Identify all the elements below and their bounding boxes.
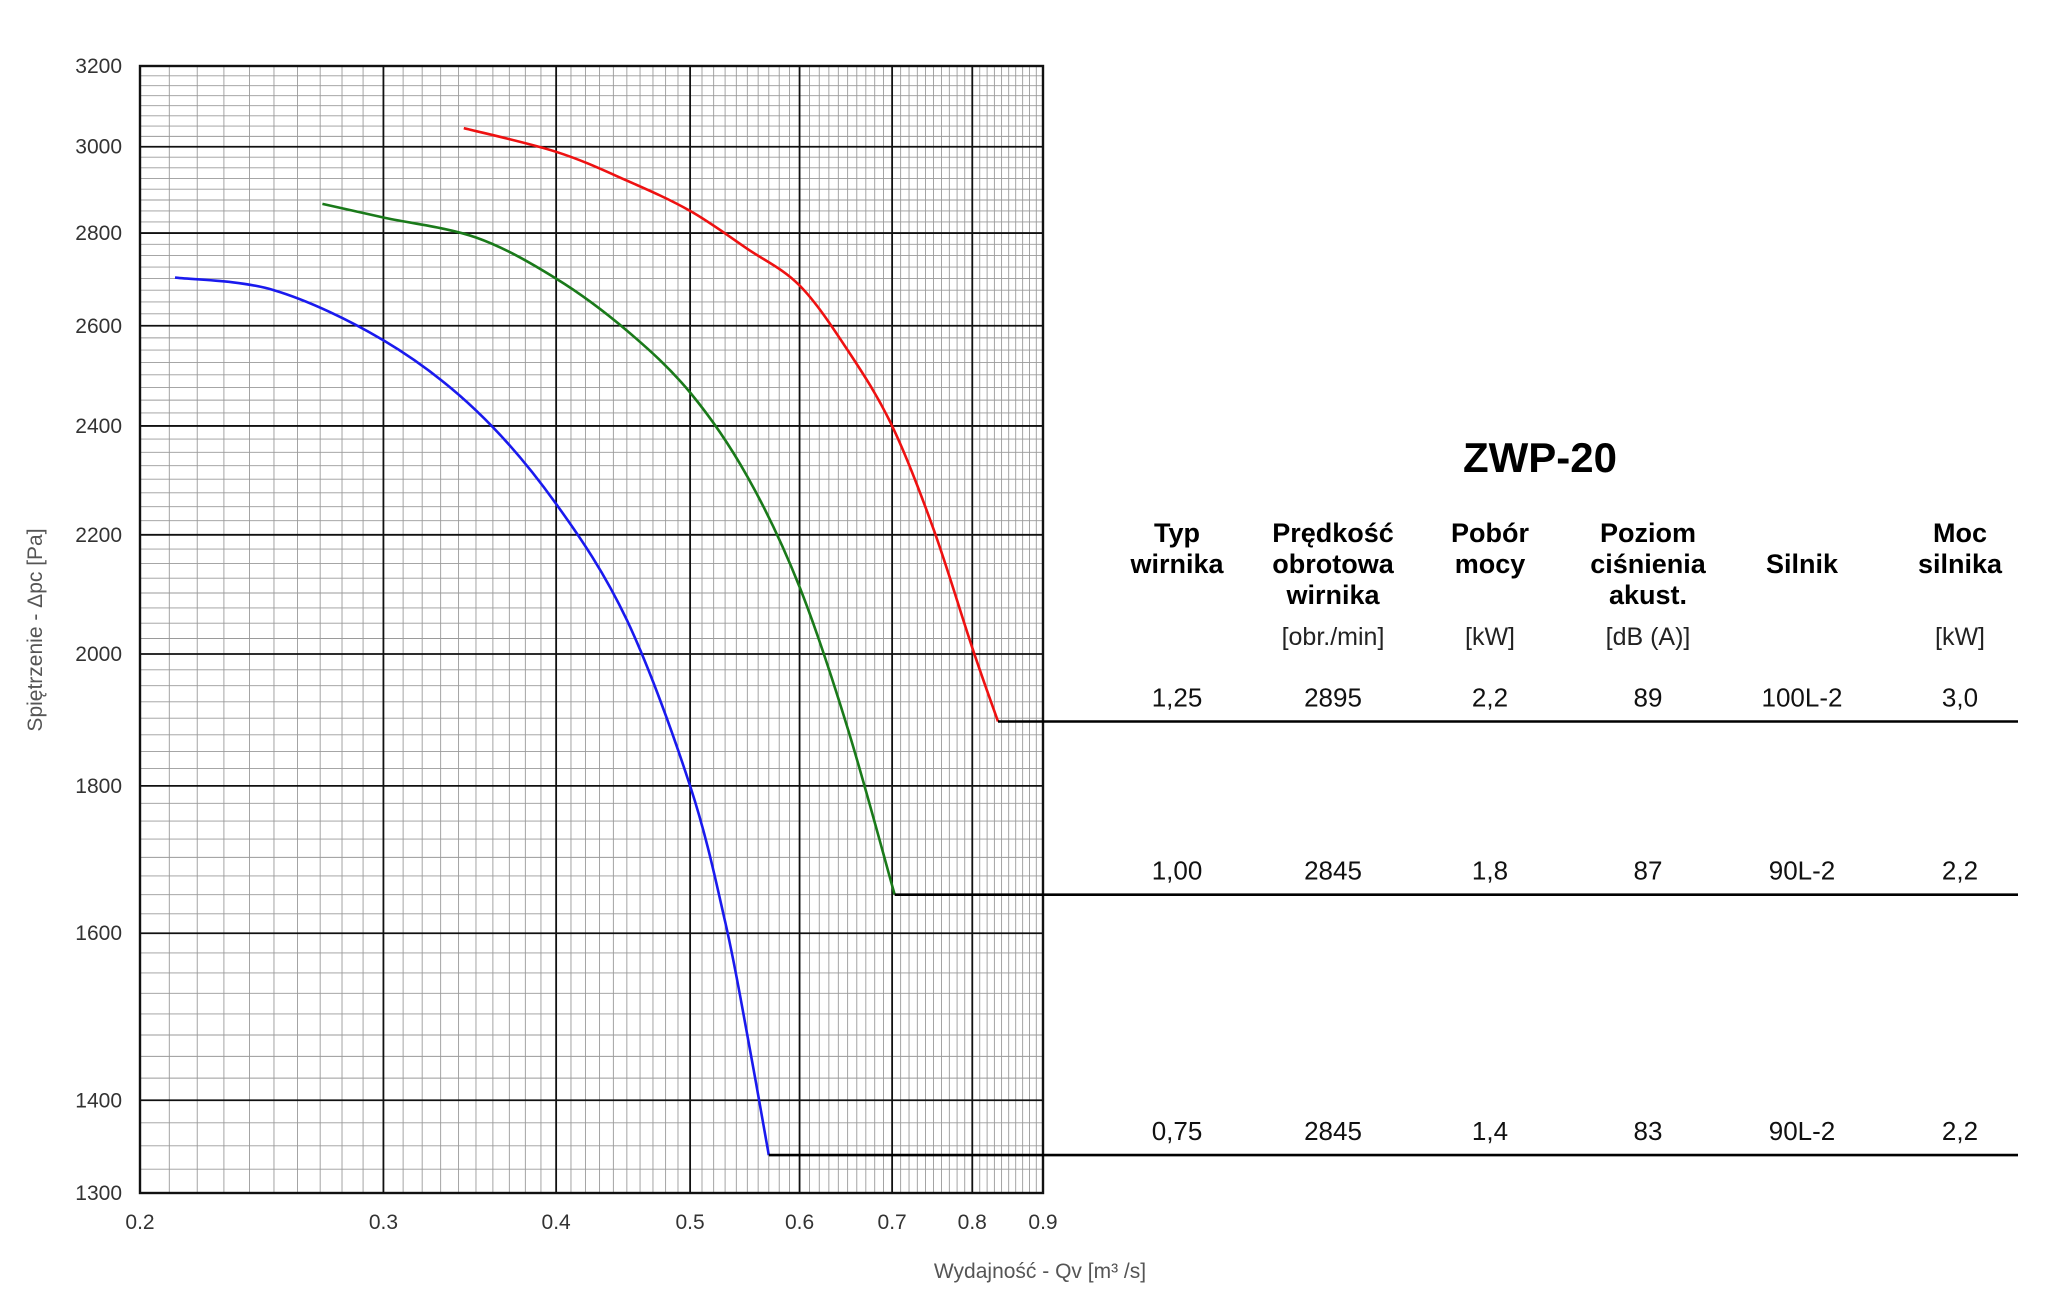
table-header-line: wirnika [1285,580,1380,610]
y-tick-label: 1300 [75,1182,122,1205]
connector-layer [768,720,2018,1157]
y-tick-label: 1400 [75,1089,122,1112]
table-cell: 1,4 [1472,1116,1508,1146]
table-cell: 2,2 [1942,1116,1978,1146]
table-header-line: wirnika [1129,549,1224,579]
table-cell: 90L-2 [1769,1116,1836,1146]
y-tick-label: 2600 [75,315,122,338]
y-tick-label: 1600 [75,922,122,945]
y-tick-label: 2800 [75,222,122,245]
x-tick-label: 0.6 [785,1211,814,1234]
series-line [174,276,771,1156]
y-tick-label: 2200 [75,524,122,547]
table-unit: [obr./min] [1282,623,1385,651]
series-line [463,126,1000,722]
table-header-line: obrotowa [1272,549,1394,579]
table-cell: 2845 [1304,856,1362,886]
table-header-line: Moc [1933,518,1987,548]
x-tick-label: 0.8 [958,1211,987,1234]
ticks-layer: 0.2 0.3 0.4 0.5 0.6 0.7 0.8 0.9 1300 1400 1600 1800… [75,55,1057,1234]
x-tick-label: 0.2 [125,1211,154,1234]
table-cell: 0,75 [1152,1116,1203,1146]
table-header-line: Pobór [1451,518,1529,548]
table-header-line: akust. [1609,580,1687,610]
y-tick-label: 3200 [75,55,122,78]
table-cell: 3,0 [1942,683,1978,713]
table-cell: 1,00 [1152,856,1203,886]
table-header-line: ciśnienia [1590,549,1707,579]
table-header-line: Poziom [1600,518,1696,548]
table-header-line: mocy [1455,549,1526,579]
table-header-line: silnika [1918,549,2003,579]
x-tick-label: 0.5 [676,1211,705,1234]
table-header-line: Typ [1154,518,1200,548]
x-tick-label: 0.4 [542,1211,572,1234]
data-table: 1,25 2895 2,2 89 100L-2 3,0 1,00 2845 1,8 87 90L-2… [1129,518,2003,1146]
minor-grid [139,65,1044,1194]
y-axis-title: Spiętrzenie - Δpc [Pa] [24,528,47,731]
series-layer [174,126,1000,1156]
table-unit: [kW] [1465,623,1515,651]
x-axis-title: Wydajność - Qv [m³ /s] [934,1260,1146,1283]
y-tick-label: 2400 [75,415,122,438]
x-tick-label: 0.3 [369,1211,398,1234]
x-tick-label: 0.9 [1028,1211,1057,1234]
table-cell: 2,2 [1472,683,1508,713]
table-header-line: Prędkość [1272,518,1394,548]
table-cell: 2845 [1304,1116,1362,1146]
table-cell: 90L-2 [1769,856,1836,886]
table-cell: 100L-2 [1762,683,1843,713]
y-tick-label: 3000 [75,136,122,159]
series-line [322,202,896,896]
table-cell: 83 [1634,1116,1663,1146]
table-cell: 2895 [1304,683,1362,713]
x-tick-label: 0.7 [878,1211,907,1234]
plot-frame [138,64,1045,1195]
table-unit: [kW] [1935,623,1985,651]
table-cell: 1,8 [1472,856,1508,886]
table-cell: 2,2 [1942,856,1978,886]
table-cell: 89 [1634,683,1663,713]
table-unit: [dB (A)] [1606,623,1691,651]
table-cell: 1,25 [1152,683,1203,713]
y-tick-label: 2000 [75,643,122,666]
table-header-line: Silnik [1766,549,1839,579]
page-title: ZWP-20 [1463,434,1617,481]
major-grid [138,64,1045,1195]
table-cell: 87 [1634,856,1663,886]
y-tick-label: 1800 [75,775,122,798]
